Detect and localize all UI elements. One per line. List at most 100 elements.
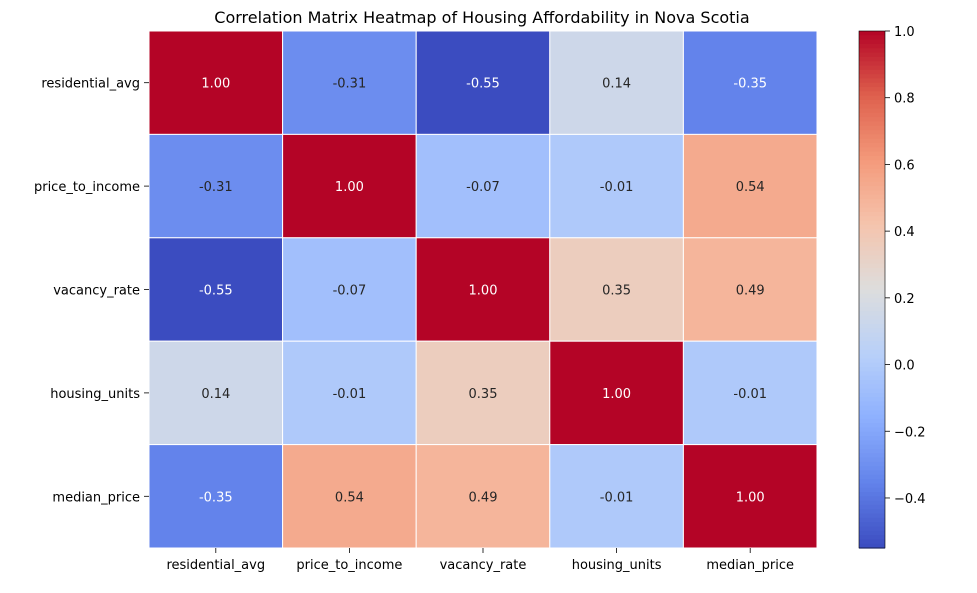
colorbar-segment bbox=[859, 190, 885, 196]
cell-value-label: -0.35 bbox=[199, 490, 233, 505]
colorbar-segment bbox=[859, 242, 885, 248]
colorbar-segment bbox=[859, 341, 885, 347]
colorbar-segment bbox=[859, 255, 885, 260]
colorbar-segment bbox=[859, 392, 885, 398]
colorbar-tick-label: 0.2 bbox=[894, 292, 915, 307]
colorbar-tick-label: 0.6 bbox=[894, 158, 915, 173]
colorbar-segment bbox=[859, 112, 885, 118]
colorbar-segment bbox=[859, 211, 885, 217]
colorbar-segment bbox=[859, 65, 885, 71]
heatmap-cell bbox=[682, 133, 818, 239]
colorbar-segment bbox=[859, 410, 885, 416]
heatmap-cell bbox=[415, 340, 551, 446]
x-tick-label: vacancy_rate bbox=[440, 558, 527, 573]
colorbar-tick-label: 0.8 bbox=[894, 92, 915, 107]
x-tick-label: price_to_income bbox=[296, 558, 402, 573]
colorbar-segment bbox=[859, 444, 885, 450]
colorbar-segment bbox=[859, 517, 885, 523]
colorbar-segment bbox=[859, 491, 885, 497]
colorbar-segment bbox=[859, 311, 885, 316]
heatmap-cell bbox=[415, 237, 551, 342]
heatmap-cells bbox=[148, 30, 818, 549]
heatmap-cell bbox=[148, 133, 284, 239]
cell-value-label: 1.00 bbox=[736, 490, 765, 505]
colorbar-segment bbox=[859, 293, 885, 299]
colorbar-segment bbox=[859, 431, 885, 437]
cell-value-label: 0.14 bbox=[602, 77, 631, 92]
colorbar-segment bbox=[859, 61, 885, 67]
heatmap-cell bbox=[148, 30, 284, 135]
colorbar-segment bbox=[859, 530, 885, 536]
y-tick-label: price_to_income bbox=[34, 180, 140, 195]
cell-value-label: -0.07 bbox=[466, 180, 500, 195]
colorbar-segment bbox=[859, 319, 885, 325]
x-axis-ticks: residential_avg price_to_income vacancy_ra… bbox=[166, 548, 794, 573]
colorbar-segment bbox=[859, 43, 885, 49]
colorbar-segment bbox=[859, 362, 885, 368]
x-tick-label: housing_units bbox=[572, 558, 662, 573]
heatmap-cell bbox=[682, 30, 818, 135]
heatmap-cell bbox=[549, 340, 684, 446]
colorbar-segment bbox=[859, 367, 885, 372]
colorbar-segment bbox=[859, 52, 885, 58]
colorbar-segment bbox=[859, 168, 885, 174]
colorbar-segment bbox=[859, 280, 885, 286]
colorbar-frame bbox=[858, 30, 886, 549]
colorbar-segment bbox=[859, 543, 885, 549]
cell-value-label: 1.00 bbox=[335, 180, 364, 195]
colorbar-segment bbox=[859, 267, 885, 273]
colorbar-segment bbox=[859, 470, 885, 476]
colorbar-segment bbox=[859, 117, 885, 123]
colorbar-segment bbox=[859, 345, 885, 351]
colorbar-segment bbox=[859, 56, 885, 62]
colorbar-segment bbox=[859, 384, 885, 390]
colorbar-segment bbox=[859, 332, 885, 338]
cell-value-label: 0.14 bbox=[201, 387, 230, 402]
heatmap-cell bbox=[682, 340, 818, 446]
colorbar-segment bbox=[859, 423, 885, 428]
colorbar-segment bbox=[859, 224, 885, 230]
colorbar-segment bbox=[859, 173, 885, 179]
colorbar-segment bbox=[859, 285, 885, 291]
y-tick-label: median_price bbox=[52, 490, 140, 505]
colorbar-segment bbox=[859, 448, 885, 454]
cell-value-label: -0.01 bbox=[333, 387, 367, 402]
colorbar-segment bbox=[859, 207, 885, 213]
cell-value-label: -0.01 bbox=[600, 490, 634, 505]
colorbar-segment bbox=[859, 461, 885, 467]
chart-title: Correlation Matrix Heatmap of Housing Af… bbox=[214, 8, 749, 27]
colorbar-segment bbox=[859, 323, 885, 329]
colorbar-segment bbox=[859, 457, 885, 463]
colorbar-segment bbox=[859, 246, 885, 252]
colorbar-segment bbox=[859, 263, 885, 269]
colorbar-segment bbox=[859, 375, 885, 381]
heatmap-cell bbox=[148, 444, 284, 549]
colorbar-segment bbox=[859, 125, 885, 131]
cell-value-label: -0.07 bbox=[333, 284, 367, 299]
y-tick-label: housing_units bbox=[50, 387, 140, 402]
colorbar-segment bbox=[859, 272, 885, 278]
colorbar-tick-label: 1.0 bbox=[894, 25, 915, 40]
colorbar-segment bbox=[859, 31, 885, 36]
colorbar-segment bbox=[859, 539, 885, 545]
x-tick-label: residential_avg bbox=[166, 558, 265, 573]
colorbar-tick-label: −0.4 bbox=[894, 492, 926, 507]
heatmap-cell bbox=[549, 237, 684, 342]
colorbar-segment bbox=[859, 194, 885, 200]
colorbar-segment bbox=[859, 87, 885, 92]
heatmap-cell bbox=[682, 444, 818, 549]
colorbar-segment bbox=[859, 143, 885, 148]
colorbar-tick-label: 0.0 bbox=[894, 359, 915, 374]
colorbar-segment bbox=[859, 147, 885, 153]
colorbar-segment bbox=[859, 487, 885, 493]
colorbar-segment bbox=[859, 186, 885, 192]
cell-value-label: -0.01 bbox=[600, 180, 634, 195]
colorbar-segment bbox=[859, 500, 885, 506]
heatmap-cell-labels: 1.00 -0.31 -0.55 0.14 -0.35 -0.31 1.00 -0.07 -0.… bbox=[199, 77, 767, 506]
y-tick-label: residential_avg bbox=[41, 77, 140, 92]
colorbar-segment bbox=[859, 401, 885, 407]
colorbar-segment bbox=[859, 483, 885, 489]
colorbar-segment bbox=[859, 358, 885, 364]
cell-value-label: 0.35 bbox=[469, 387, 498, 402]
cell-value-label: 0.54 bbox=[736, 180, 765, 195]
